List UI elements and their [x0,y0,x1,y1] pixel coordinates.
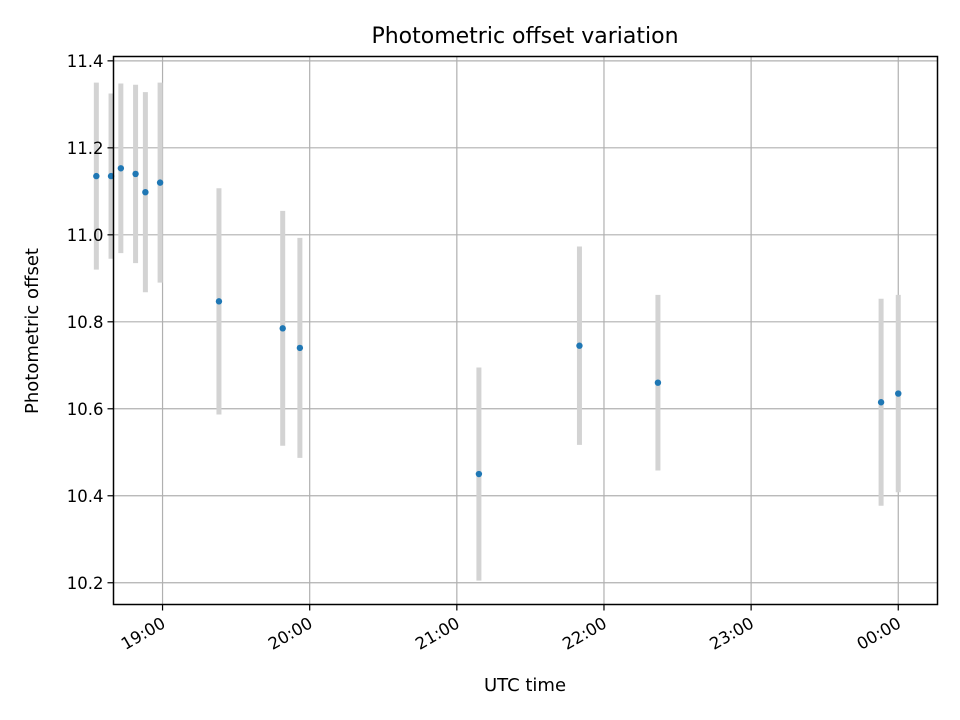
data-point [895,390,902,397]
data-point [576,342,583,349]
data-point [93,172,100,180]
chart-title: Photometric offset variation [371,24,678,49]
y-tick-label: 10.6 [67,400,104,419]
data-point [117,165,125,172]
data-points [93,165,902,478]
data-point [877,399,885,406]
data-point [132,170,139,178]
grid [113,56,938,605]
data-point [654,379,662,386]
y-axis-label: Photometric offset [22,248,43,414]
data-point [107,172,115,180]
y-tick-label: 11.2 [67,139,104,158]
plot-frame [112,55,939,606]
data-point [142,188,149,196]
data-point [279,325,286,332]
data-point [215,298,223,305]
y-tick-label: 11.4 [67,52,104,71]
data-point [156,179,164,186]
data-point [475,470,483,478]
y-tick-label: 10.2 [67,574,104,593]
data-point [296,344,304,352]
y-tick-label: 10.4 [67,487,104,506]
y-tick-label: 10.8 [67,313,104,332]
x-axis-label: UTC time [484,675,566,696]
y-tick-label: 11.0 [67,226,104,245]
